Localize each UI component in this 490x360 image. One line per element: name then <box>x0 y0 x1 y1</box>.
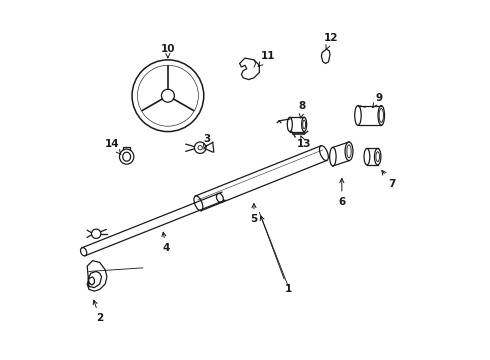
Text: 11: 11 <box>258 51 275 66</box>
Text: 14: 14 <box>105 139 121 154</box>
Text: 13: 13 <box>297 136 312 149</box>
Text: 8: 8 <box>299 102 306 118</box>
Text: 3: 3 <box>203 134 211 149</box>
Text: 7: 7 <box>382 171 396 189</box>
Text: 12: 12 <box>324 33 338 49</box>
Text: 6: 6 <box>338 179 345 207</box>
Text: 4: 4 <box>162 232 170 253</box>
Text: 10: 10 <box>161 44 175 58</box>
Text: 1: 1 <box>260 216 292 294</box>
Text: 2: 2 <box>93 300 103 323</box>
Text: 5: 5 <box>250 204 258 224</box>
Text: 9: 9 <box>373 93 383 108</box>
